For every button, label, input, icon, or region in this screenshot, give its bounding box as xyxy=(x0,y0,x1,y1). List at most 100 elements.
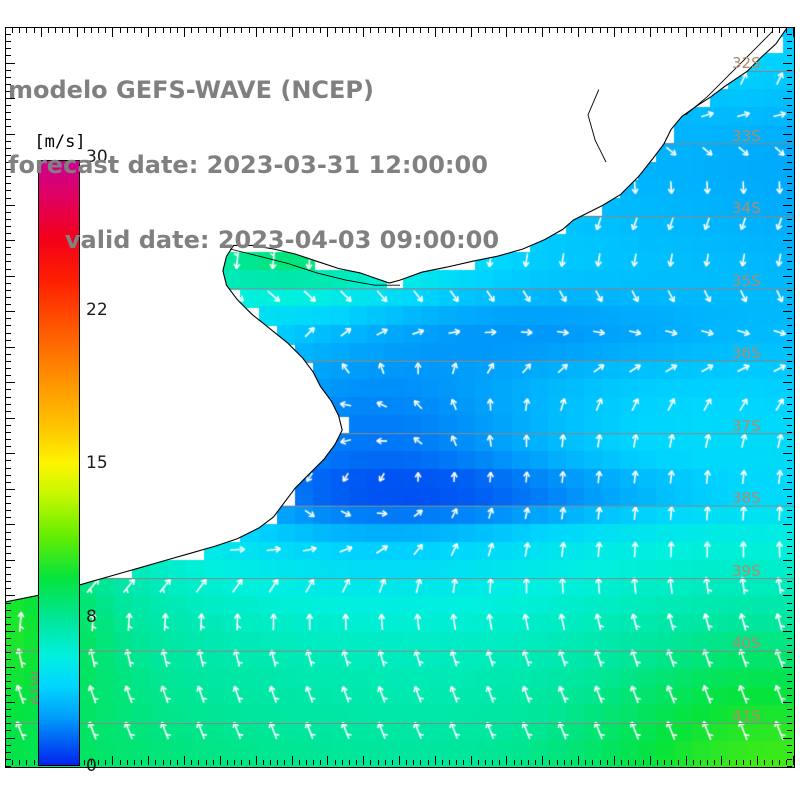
colorbar-tick-30: 30 xyxy=(86,147,108,167)
ruler-tick xyxy=(6,723,11,725)
ruler-tick xyxy=(6,410,11,412)
ruler-tick xyxy=(635,760,637,765)
ruler-tick xyxy=(787,609,792,611)
ruler-tick xyxy=(787,353,792,355)
ruler-tick xyxy=(6,474,11,476)
ruler-tick xyxy=(735,760,737,765)
latitude-label-39S: 39S xyxy=(732,561,761,580)
ruler-tick xyxy=(6,382,15,384)
ruler-tick xyxy=(787,368,792,370)
ruler-tick xyxy=(592,760,594,765)
ruler-tick xyxy=(783,27,792,28)
ruler-tick xyxy=(6,744,11,746)
ruler-tick xyxy=(6,680,11,682)
ruler-tick xyxy=(787,439,792,441)
map-plot-area: 61W60W59W58W57W56W55W54W53W52W51W32S33S3… xyxy=(5,27,795,768)
ruler-tick xyxy=(6,673,11,675)
ruler-tick xyxy=(787,467,792,469)
ruler-tick xyxy=(787,567,792,569)
ruler-tick xyxy=(778,760,780,765)
ruler-tick xyxy=(6,318,11,320)
ruler-tick xyxy=(6,346,15,348)
ruler-tick xyxy=(6,595,15,597)
ruler-tick xyxy=(105,760,107,765)
ruler-tick xyxy=(714,760,716,765)
ruler-tick xyxy=(212,28,214,33)
ruler-tick xyxy=(787,588,792,590)
land-mask-polygon xyxy=(6,28,787,602)
ruler-tick xyxy=(441,760,443,765)
ruler-tick xyxy=(370,760,372,765)
ruler-tick xyxy=(787,162,792,163)
ruler-tick xyxy=(783,417,792,419)
ruler-tick xyxy=(6,339,11,341)
ruler-tick xyxy=(692,760,694,765)
ruler-tick xyxy=(176,28,178,33)
ruler-tick xyxy=(787,424,792,426)
ruler-tick xyxy=(6,538,11,540)
ruler-tick xyxy=(721,28,723,37)
ruler-tick xyxy=(728,760,730,765)
ruler-tick xyxy=(155,760,157,765)
ruler-tick xyxy=(399,756,400,765)
ruler-tick xyxy=(162,760,164,765)
ruler-tick xyxy=(787,261,792,263)
ruler-tick xyxy=(6,552,11,554)
ruler-tick xyxy=(26,28,28,33)
ruler-tick xyxy=(787,126,792,128)
ruler-tick xyxy=(6,190,11,192)
latitude-label-32S: 32S xyxy=(732,54,761,73)
ruler-tick xyxy=(783,524,792,526)
ruler-tick xyxy=(6,112,11,114)
axis-label-layer: 61W60W59W58W57W56W55W54W53W52W51W32S33S3… xyxy=(6,28,794,767)
ruler-tick xyxy=(427,28,429,33)
ruler-tick xyxy=(787,538,792,540)
ruler-tick xyxy=(320,28,322,33)
ruler-tick xyxy=(764,28,766,33)
ruler-tick xyxy=(787,332,792,334)
ruler-tick xyxy=(6,439,11,441)
ruler-tick xyxy=(255,756,257,765)
ruler-tick xyxy=(363,756,365,765)
ruler-tick xyxy=(6,261,11,263)
ruler-tick xyxy=(787,318,792,320)
ruler-tick xyxy=(642,28,644,33)
ruler-tick xyxy=(787,154,792,156)
ruler-tick xyxy=(198,760,200,765)
ruler-tick xyxy=(420,28,422,33)
ruler-tick xyxy=(6,268,11,270)
ruler-tick xyxy=(520,760,522,765)
ruler-tick xyxy=(6,140,11,142)
ruler-tick xyxy=(484,760,486,765)
ruler-tick xyxy=(298,760,300,765)
ruler-tick xyxy=(6,517,11,519)
ruler-tick xyxy=(787,766,792,767)
ruler-tick xyxy=(787,396,792,398)
ruler-tick xyxy=(685,756,687,765)
ruler-tick xyxy=(735,28,737,33)
ruler-tick xyxy=(6,162,11,163)
ruler-tick xyxy=(98,28,100,33)
latitude-label-37S: 37S xyxy=(732,416,761,435)
ruler-tick xyxy=(270,28,272,33)
ruler-tick xyxy=(6,254,11,256)
ruler-tick xyxy=(384,760,386,765)
ruler-tick xyxy=(6,176,11,178)
ruler-tick xyxy=(6,311,15,313)
ruler-tick xyxy=(787,474,792,476)
ruler-tick xyxy=(413,28,415,33)
ruler-tick xyxy=(787,90,792,92)
ruler-tick xyxy=(6,197,11,199)
ruler-tick xyxy=(184,28,186,37)
ruler-tick xyxy=(787,403,792,405)
ruler-tick xyxy=(6,588,11,590)
ruler-tick xyxy=(787,623,792,625)
ruler-tick xyxy=(742,760,744,765)
ruler-tick xyxy=(783,204,792,206)
ruler-tick xyxy=(6,417,15,419)
ruler-tick xyxy=(470,28,472,37)
lagoa-mirim-path xyxy=(587,89,607,163)
ruler-tick xyxy=(742,28,744,33)
ruler-tick xyxy=(6,709,11,711)
